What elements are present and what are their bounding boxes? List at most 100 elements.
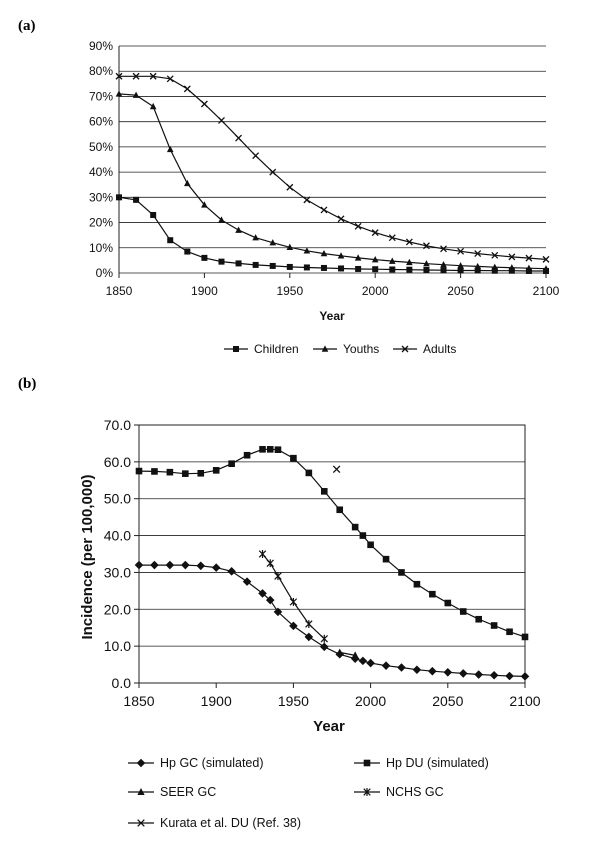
chart-b-x-tick-label: 1850	[123, 693, 154, 709]
chart-a-series-adults-point	[405, 238, 413, 246]
chart-b-series-0-point	[196, 561, 206, 571]
chart-b-series-2-point	[351, 651, 359, 659]
chart-b-series-3-point	[305, 620, 313, 628]
chart-b-series-1-point	[197, 469, 205, 477]
chart-b-series-1-point	[506, 628, 513, 636]
chart-a-series-adults-point	[474, 250, 482, 258]
chart-b-series-0-line	[139, 564, 526, 677]
chart-b-series-1-point	[367, 541, 374, 549]
chart-a-series-adults-point	[235, 134, 243, 142]
chart-a-series-children-point	[406, 266, 413, 273]
chart-b-series-1-point	[444, 599, 452, 607]
chart-a-series-children-point	[389, 266, 396, 273]
chart-a-series-adults-point	[303, 196, 311, 204]
chart-a-series-children-line	[118, 196, 546, 272]
chart-b-series-3-point	[258, 550, 267, 558]
chart-a-series-adults-point	[354, 222, 362, 230]
chart-a-series-youths-point	[491, 263, 499, 270]
chart-b-y-axis-title: Incidence (per 100,000)	[79, 474, 96, 639]
chart-a-series-youths-point	[440, 261, 447, 268]
chart-b-legend-marker	[136, 758, 146, 768]
chart-b-y-tick-label: 20.0	[104, 601, 131, 617]
chart-a-series-children-point	[116, 194, 122, 201]
chart-a-series-children-point	[133, 196, 140, 203]
chart-b-series-1-point	[320, 488, 328, 495]
chart-b-legend-marker	[137, 788, 145, 795]
chart-b-x-axis-title: Year	[313, 718, 345, 735]
chart-b-series-0-point	[181, 560, 190, 570]
chart-b-y-tick-label: 70.0	[104, 417, 131, 433]
chart-b-series-0-point	[458, 669, 468, 678]
chart-b-y-tick-label: 40.0	[104, 528, 131, 544]
chart-a-series-youths-point	[320, 249, 328, 257]
chart-a-series-children-point	[269, 262, 276, 269]
chart-a-series-adults-point	[525, 254, 533, 262]
chart-b-series-2-line	[339, 651, 356, 656]
chart-a-series-youths-line	[118, 93, 547, 270]
chart-b-series-0-point	[412, 665, 422, 675]
chart-b-series-1-point	[266, 446, 274, 453]
chart-a-series-children-point	[286, 263, 293, 270]
chart-a-series-children-point	[491, 267, 498, 274]
chart-b-y-tick-label: 50.0	[104, 491, 131, 507]
chart-a-series-youths-point	[252, 234, 259, 241]
chart-a-series-youths-point	[371, 256, 379, 263]
chart-b-series-0-point	[211, 563, 221, 572]
chart-b-series-0-point	[520, 672, 530, 681]
chart-a-series-children-point	[320, 264, 327, 271]
chart-b-x-tick-label: 2000	[355, 693, 386, 709]
chart-b-series-0-point	[304, 632, 314, 642]
chart-b-series-1-point	[259, 446, 266, 453]
chart-b-series-0-point	[505, 671, 514, 681]
chart-a-series-youths-point	[406, 258, 413, 266]
chart-a-series-adults-point	[491, 251, 499, 259]
chart-b-series-1-point	[459, 608, 467, 615]
chart-b-plot-frame	[138, 424, 526, 684]
chart-a-series-adults-point	[286, 183, 294, 191]
chart-b-series-0-point	[474, 670, 483, 679]
chart-b-y-tick-label: 10.0	[104, 638, 131, 654]
chart-a-series-children-point	[150, 211, 157, 218]
chart-b-series-0-point	[397, 663, 406, 672]
chart-b-series-0-point	[366, 658, 375, 668]
chart-a-series-children-point	[167, 237, 174, 244]
chart-a-series-adults-point	[218, 116, 225, 124]
chart-a-series-adults-point	[337, 215, 345, 223]
chart-b-legend-marker	[363, 788, 371, 796]
chart-a-series-adults-point	[166, 75, 174, 83]
chart-a-x-tick-label: 2050	[447, 284, 474, 298]
chart-a-legend-marker	[401, 345, 409, 353]
chart-b-plot-area: 0.0 10.0 20.0 30.0 40.0 50.0 60.0 70.0 1850 1900 1…	[104, 417, 541, 709]
chart-a-series-adults-line	[119, 75, 547, 260]
chart-b-series-1-point	[429, 590, 436, 598]
chart-a-x-axis-title: Year	[319, 309, 345, 323]
chart-b-series-1-point	[336, 506, 344, 514]
chart-a-x-tick-label: 1950	[276, 284, 303, 298]
chart-a-series-youths-point	[525, 264, 533, 271]
chart-b-series-1-point	[398, 569, 405, 576]
chart-b-legend-marker	[363, 759, 371, 767]
chart-a-series-youths-point	[149, 102, 157, 110]
chart-b-x-tick-label: 1950	[278, 693, 309, 709]
chart-b-legend-label: SEER GC	[160, 785, 216, 799]
chart-a-y-tick-label: 80%	[89, 64, 113, 78]
chart-b-series-3-point	[266, 559, 274, 568]
chart-a-series-adults-point	[115, 72, 123, 80]
chart-a-series-children-point	[525, 267, 532, 274]
chart-b-series-0-point	[150, 560, 159, 570]
chart-a-series-youths-point	[132, 91, 140, 98]
chart-b-legend-label: NCHS GC	[386, 785, 444, 799]
chart-b-legend-label: Kurata et al. DU (Ref. 38)	[160, 816, 301, 830]
chart-a-series-children-point	[457, 267, 464, 274]
chart-b-series-0-point	[319, 642, 329, 652]
chart-a-series-youths-point	[115, 90, 123, 97]
chart-b-x-tick-label: 1900	[201, 693, 232, 709]
chart-b-series-1-point	[359, 532, 367, 539]
chart-a-legend-marker	[321, 345, 329, 352]
chart-a-series-adults-point	[149, 72, 157, 80]
chart-a-series-children-point	[218, 258, 225, 265]
chart-a-series-youths-point	[269, 239, 277, 246]
chart-a-series-adults-point	[320, 206, 328, 214]
chart-b-series-0-point	[489, 670, 499, 680]
chart-a-series-adults-point	[388, 234, 396, 242]
